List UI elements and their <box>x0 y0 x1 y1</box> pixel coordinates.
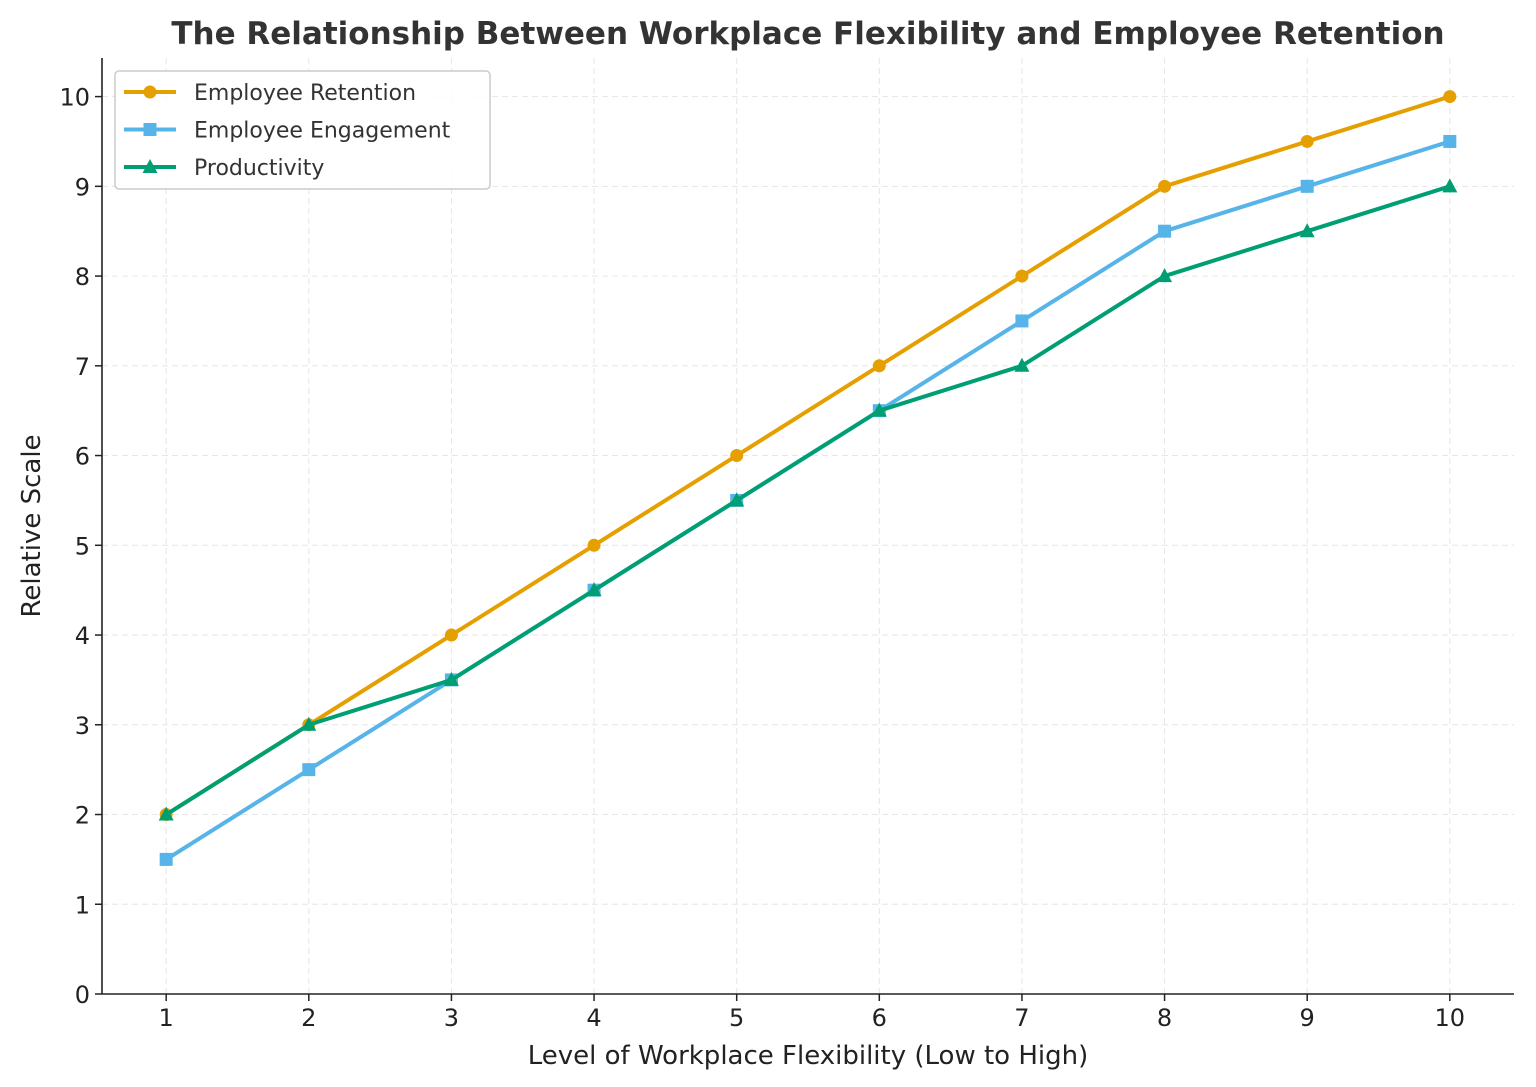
chart-title: The Relationship Between Workplace Flexi… <box>171 16 1444 52</box>
y-tick-label: 2 <box>75 802 90 830</box>
series-line <box>165 94 1451 817</box>
data-point <box>871 402 887 417</box>
y-tick-label: 10 <box>59 84 90 112</box>
data-point <box>1015 269 1029 283</box>
data-point <box>872 359 886 373</box>
x-tick-label: 2 <box>301 1004 316 1032</box>
legend-item: Employee Retention <box>124 81 416 106</box>
series-group <box>158 90 1458 866</box>
legend: Employee Retention Employee Engagement Pro… <box>114 70 491 190</box>
series-line <box>165 139 1451 862</box>
data-point <box>587 538 601 552</box>
y-tick-label: 9 <box>75 173 90 201</box>
x-tick-label: 10 <box>1435 1004 1466 1032</box>
data-point <box>1014 357 1030 372</box>
y-tick-label: 8 <box>75 263 90 291</box>
y-tick-label: 4 <box>75 622 90 650</box>
data-point <box>1443 134 1457 148</box>
x-tick-label: 5 <box>729 1004 744 1032</box>
series-line <box>165 184 1451 817</box>
data-point <box>730 449 744 463</box>
y-tick-label: 7 <box>75 353 90 381</box>
legend-label: Productivity <box>194 156 324 181</box>
y-tick-label: 5 <box>75 532 90 560</box>
data-point <box>302 763 316 777</box>
x-tick-label: 8 <box>1157 1004 1172 1032</box>
legend-label: Employee Engagement <box>194 119 451 144</box>
x-tick-label: 6 <box>872 1004 887 1032</box>
data-point <box>1299 223 1315 238</box>
data-point <box>158 806 174 821</box>
x-axis-label: Level of Workplace Flexibility (Low to H… <box>528 1041 1089 1071</box>
grid <box>102 58 1514 994</box>
data-point <box>1158 179 1172 193</box>
axes: 1 2 3 4 5 6 7 8 9 10 0 1 2 3 4 5 6 7 8 9 10 <box>59 58 1514 1032</box>
legend-marker-icon <box>142 159 158 173</box>
data-point <box>1300 134 1314 148</box>
data-point <box>1300 179 1314 193</box>
legend-marker-icon <box>143 123 157 136</box>
y-tick-label: 0 <box>75 981 90 1009</box>
data-point <box>301 716 317 731</box>
x-tick-label: 1 <box>159 1004 174 1032</box>
data-point <box>1443 90 1457 104</box>
legend-box <box>114 70 491 190</box>
data-point <box>159 852 173 866</box>
legend-label: Employee Retention <box>194 81 416 106</box>
data-point <box>1015 314 1029 328</box>
data-point <box>443 671 459 686</box>
legend-marker-icon <box>143 85 157 99</box>
series-productivity <box>158 178 1458 821</box>
data-point <box>1442 178 1458 193</box>
y-tick-label: 1 <box>75 891 90 919</box>
data-point <box>586 582 602 597</box>
x-tick-label: 4 <box>586 1004 601 1032</box>
data-point <box>1158 224 1172 238</box>
y-tick-label: 3 <box>75 712 90 740</box>
legend-item: Productivity <box>124 156 324 181</box>
data-point <box>444 628 458 642</box>
legend-item: Employee Engagement <box>124 119 451 144</box>
y-tick-label: 6 <box>75 443 90 471</box>
x-tick-label: 7 <box>1014 1004 1029 1032</box>
y-axis-label: Relative Scale <box>17 434 47 617</box>
x-tick-label: 3 <box>444 1004 459 1032</box>
x-tick-label: 9 <box>1300 1004 1315 1032</box>
data-point <box>729 492 745 507</box>
data-point <box>1157 268 1173 283</box>
